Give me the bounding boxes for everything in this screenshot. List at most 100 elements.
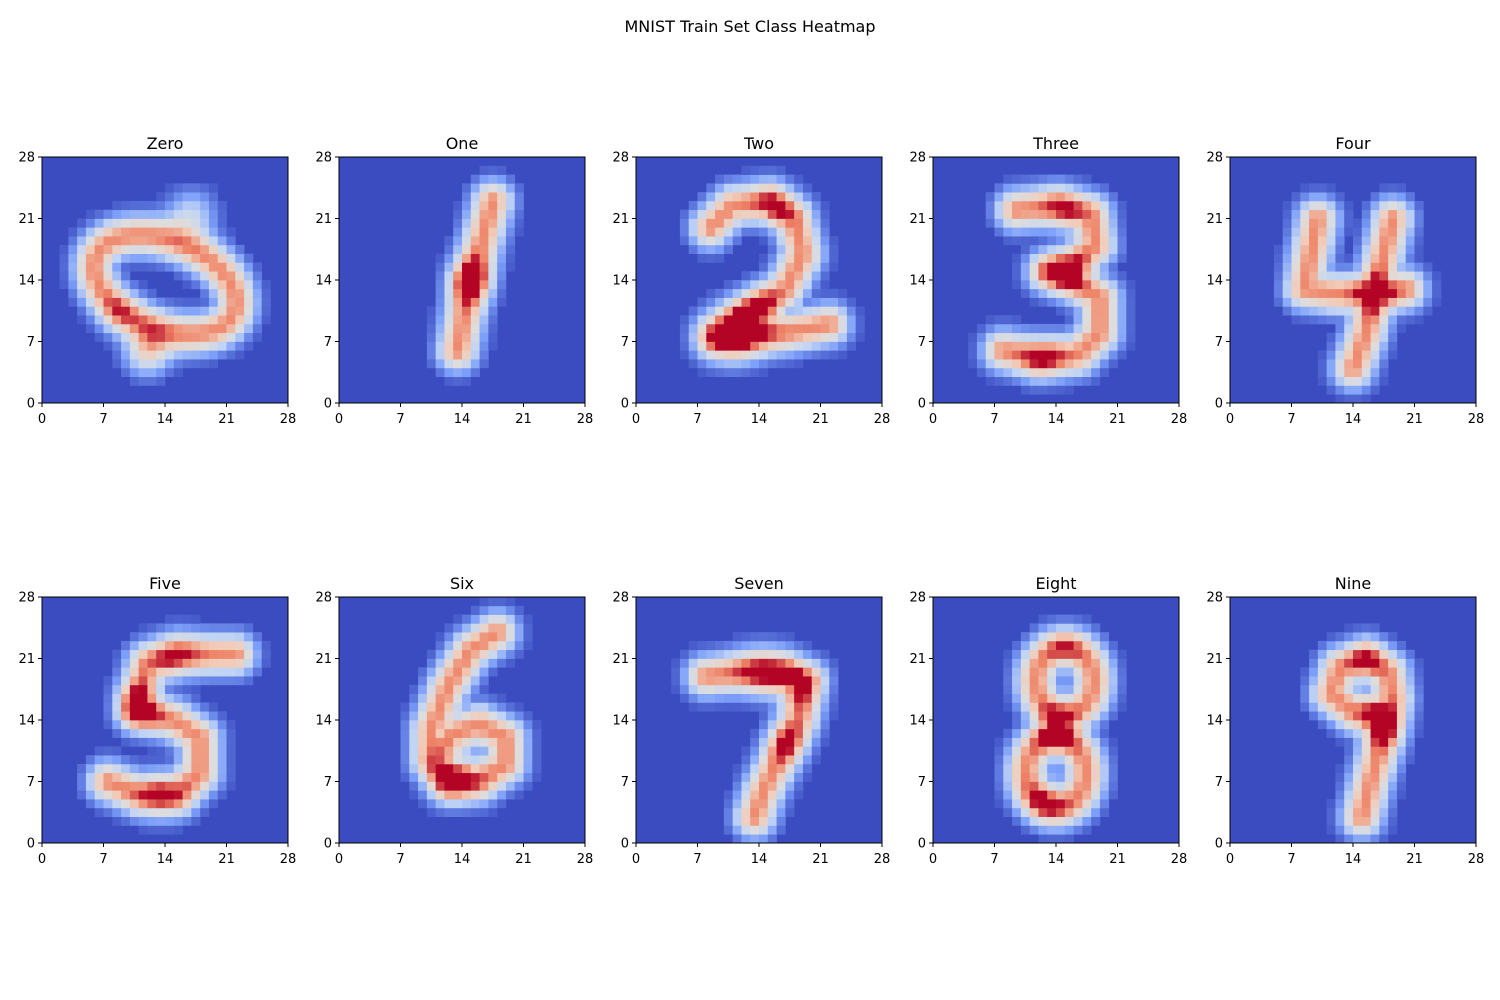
heatmap-cell <box>182 218 192 228</box>
heatmap-cell <box>470 763 480 774</box>
heatmap-cell <box>129 315 139 325</box>
x-tick-label: 7 <box>396 852 404 867</box>
heatmap-cell <box>200 183 210 193</box>
heatmap-cell <box>488 183 498 193</box>
heatmap-cell <box>1029 632 1039 642</box>
heatmap-cell <box>794 658 804 668</box>
heatmap-cell <box>1353 702 1363 712</box>
heatmap-cell <box>1073 288 1083 298</box>
heatmap-cell <box>191 332 201 342</box>
heatmap-cell <box>1029 772 1039 782</box>
heatmap-cell <box>1335 376 1345 386</box>
heatmap-cell <box>1003 676 1013 686</box>
heatmap-cell <box>1038 200 1048 211</box>
heatmap-cell <box>1047 200 1057 211</box>
heatmap-cell <box>156 693 166 703</box>
heatmap-cell <box>767 772 777 782</box>
heatmap-cell <box>1073 253 1083 263</box>
heatmap-cell <box>1370 684 1380 694</box>
heatmap-cell <box>767 720 777 730</box>
heatmap-cell <box>723 676 733 686</box>
heatmap-cell <box>1038 341 1048 351</box>
heatmap-cell <box>112 693 122 703</box>
heatmap-cell <box>226 244 236 254</box>
heatmap-cell <box>505 746 516 756</box>
heatmap-cell <box>497 262 507 272</box>
heatmap-cell <box>182 807 192 817</box>
heatmap-cell <box>165 632 175 642</box>
heatmap-cell <box>235 253 245 263</box>
heatmap-cell <box>741 288 751 298</box>
heatmap-cell <box>1091 807 1101 817</box>
heatmap-cell <box>820 209 830 219</box>
heatmap-cell <box>191 183 201 193</box>
heatmap-cell <box>138 720 148 730</box>
heatmap-cell <box>470 702 480 712</box>
heatmap-cell <box>147 702 157 712</box>
heatmap-cell <box>767 781 777 791</box>
heatmap-cell <box>1317 200 1327 211</box>
heatmap-cell <box>226 781 236 791</box>
heatmap-cell <box>697 192 707 202</box>
heatmap-cell <box>1012 720 1022 730</box>
heatmap-cell <box>1091 244 1101 254</box>
heatmap-cell <box>453 315 463 325</box>
heatmap-cell <box>706 209 716 219</box>
heatmap-cell <box>217 667 227 677</box>
heatmap-cell <box>1396 755 1407 765</box>
heatmap-cell <box>1405 227 1415 237</box>
heatmap-cell <box>1396 200 1407 211</box>
heatmap-cell <box>785 271 795 281</box>
heatmap-cell <box>1361 297 1371 307</box>
heatmap-cell <box>112 667 122 677</box>
heatmap-cell <box>679 218 690 228</box>
heatmap-cell <box>1396 227 1407 237</box>
heatmap-cell <box>750 297 760 307</box>
heatmap-cell <box>453 341 463 351</box>
heatmap-cell <box>811 288 821 298</box>
heatmap-cell <box>1064 825 1074 835</box>
heatmap-cell <box>1099 781 1110 791</box>
heatmap-cell <box>723 350 733 360</box>
heatmap-cell <box>1029 350 1039 360</box>
heatmap-cell <box>426 807 436 817</box>
heatmap-cell <box>820 676 830 686</box>
heatmap-cell <box>820 332 830 342</box>
heatmap-cell <box>1353 632 1363 642</box>
heatmap-cell <box>723 244 733 254</box>
heatmap-cell <box>1344 306 1354 316</box>
heatmap-cell <box>1117 253 1127 263</box>
heatmap-cell <box>1335 763 1345 774</box>
heatmap-cell <box>444 632 454 642</box>
heatmap-cell <box>1099 341 1110 351</box>
heatmap-cell <box>723 807 733 817</box>
heatmap-cell <box>759 367 769 377</box>
heatmap-cell <box>1091 359 1101 369</box>
heatmap-cell <box>776 728 786 738</box>
heatmap-cell <box>173 763 183 774</box>
heatmap-cell <box>147 720 157 730</box>
heatmap-cell <box>182 227 192 237</box>
heatmap-cell <box>1370 315 1380 325</box>
heatmap-cell <box>732 227 742 237</box>
heatmap-cell <box>208 192 219 202</box>
heatmap-cell <box>1344 720 1354 730</box>
heatmap-cell <box>497 711 507 721</box>
heatmap-cell <box>811 350 821 360</box>
heatmap-cell <box>1353 825 1363 835</box>
heatmap-cell <box>488 244 498 254</box>
heatmap-cell <box>1073 323 1083 334</box>
heatmap-cell <box>1273 244 1284 254</box>
heatmap-cell <box>767 253 777 263</box>
heatmap-cell <box>1029 623 1039 633</box>
heatmap-cell <box>462 728 472 738</box>
heatmap-cell <box>1003 755 1013 765</box>
heatmap-cell <box>1282 244 1292 254</box>
heatmap-cell <box>1099 315 1110 325</box>
heatmap-cell <box>462 667 472 677</box>
heatmap-cell <box>1020 676 1030 686</box>
heatmap-cell <box>1047 711 1057 721</box>
heatmap-cell <box>77 781 87 791</box>
heatmap-cell <box>1361 200 1371 211</box>
heatmap-cell <box>479 772 489 782</box>
